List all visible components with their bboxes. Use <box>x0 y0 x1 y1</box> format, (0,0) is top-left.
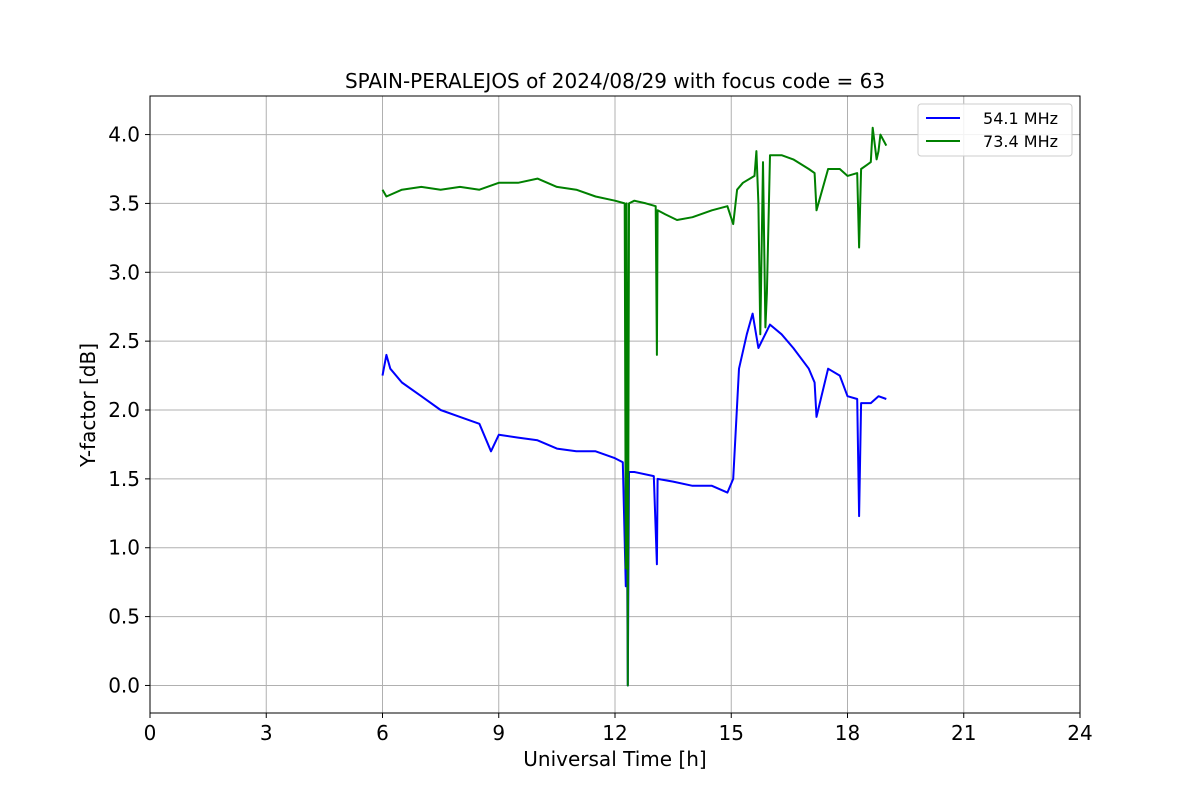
x-tick-label: 9 <box>492 721 505 745</box>
y-tick-label: 4.0 <box>108 123 140 147</box>
x-tick-label: 21 <box>951 721 976 745</box>
x-axis-label: Universal Time [h] <box>523 747 706 771</box>
y-tick-label: 1.0 <box>108 536 140 560</box>
y-tick-label: 2.0 <box>108 398 140 422</box>
x-tick-label: 24 <box>1067 721 1092 745</box>
legend: 54.1 MHz 73.4 MHz <box>917 103 1073 157</box>
y-tick-label: 1.5 <box>108 467 140 491</box>
ticks: 0 3 6 9 12 15 18 21 24 0.0 0.5 1.0 1.5 2.0 2.5 3.0 3.5 4.… <box>108 123 1093 745</box>
legend-label-2: 73.4 MHz <box>983 132 1058 151</box>
x-tick-label: 3 <box>260 721 273 745</box>
grid <box>149 96 1081 713</box>
series-layer <box>381 126 888 687</box>
y-tick-label: 3.0 <box>108 260 140 284</box>
chart-title: SPAIN-PERALEJOS of 2024/08/29 with focus… <box>345 69 885 93</box>
x-tick-label: 12 <box>602 721 627 745</box>
x-tick-label: 15 <box>719 721 744 745</box>
series-line-2 <box>381 126 888 687</box>
x-tick-label: 0 <box>144 721 157 745</box>
y-tick-label: 0.5 <box>108 605 140 629</box>
y-axis-label: Y-factor [dB] <box>76 343 100 468</box>
legend-label-1: 54.1 MHz <box>983 109 1058 128</box>
y-tick-label: 3.5 <box>108 191 140 215</box>
series-line-1 <box>381 312 887 687</box>
x-tick-label: 6 <box>376 721 389 745</box>
x-tick-label: 18 <box>835 721 860 745</box>
y-tick-label: 2.5 <box>108 329 140 353</box>
y-tick-label: 0.0 <box>108 673 140 697</box>
